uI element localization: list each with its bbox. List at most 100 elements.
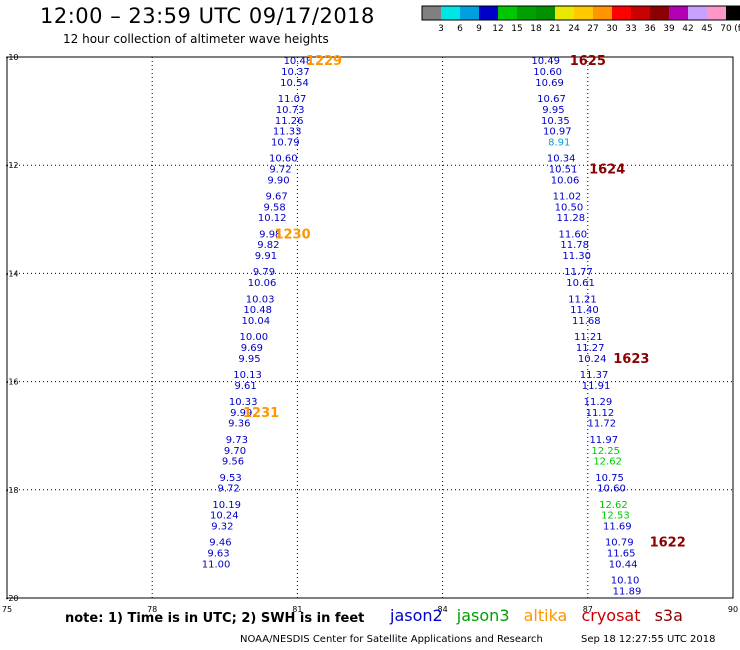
- footer-note: note: 1) Time is in UTC; 2) SWH is in fe…: [65, 611, 365, 626]
- colorbar-swatch: [536, 6, 555, 20]
- wave-height-label: 10.06: [551, 175, 580, 186]
- wave-height-label: 10.33: [229, 397, 258, 408]
- wave-height-label: 11.72: [588, 419, 617, 430]
- colorbar-unit: (ft): [734, 24, 740, 34]
- wave-height-label: 10.44: [609, 559, 638, 570]
- pass-time-label: 1623: [613, 352, 649, 367]
- wave-height-label: 10.51: [549, 164, 578, 175]
- wave-height-label: 11.21: [568, 294, 597, 305]
- wave-height-label: 9.61: [234, 381, 256, 392]
- colorbar-swatch: [498, 6, 517, 20]
- wave-height-label: 8.91: [548, 137, 570, 148]
- wave-height-label: 10.79: [605, 538, 634, 549]
- wave-height-label: 12.53: [601, 511, 630, 522]
- x-tick-label: 87: [583, 605, 593, 614]
- wave-height-label: 11.29: [584, 397, 613, 408]
- wave-height-label: 9.36: [228, 419, 250, 430]
- footer-timestamp: Sep 18 12:27:55 UTC 2018: [581, 634, 716, 645]
- y-tick-label: -10: [5, 53, 18, 62]
- colorbar-label: 12: [492, 24, 503, 34]
- wave-height-label: 11.77: [564, 267, 593, 278]
- legend-item-altika: altika: [523, 606, 568, 625]
- wave-height-label: 9.72: [218, 484, 240, 495]
- legend-item-jason3: jason3: [456, 606, 510, 625]
- wave-height-label: 11.27: [576, 343, 605, 354]
- colorbar-swatch: [441, 6, 460, 20]
- wave-height-label: 11.28: [557, 213, 586, 224]
- wave-height-label: 10.13: [233, 370, 262, 381]
- colorbar-swatch: [555, 6, 574, 20]
- wave-height-label: 10.79: [271, 137, 300, 148]
- grid-lines: [7, 57, 733, 598]
- wave-height-label: 9.53: [219, 473, 241, 484]
- wave-height-label: 9.67: [265, 191, 287, 202]
- legend-item-cryosat: cryosat: [581, 606, 641, 625]
- wave-height-label: 11.33: [273, 127, 302, 138]
- wave-height-label: 11.89: [613, 586, 642, 597]
- wave-height-label: 10.24: [578, 354, 607, 365]
- colorbar-label: 18: [530, 24, 542, 34]
- wave-height-label: 10.03: [246, 294, 275, 305]
- wave-height-label: 10.19: [212, 500, 241, 511]
- colorbar-swatch: [517, 6, 536, 20]
- wave-height-label: 10.04: [241, 316, 270, 327]
- wave-height-label: 12.62: [599, 500, 628, 511]
- colorbar-label: 70: [720, 24, 732, 34]
- wave-height-label: 11.69: [603, 522, 632, 533]
- x-tick-label: 78: [147, 605, 157, 614]
- wave-height-label: 9.79: [253, 267, 275, 278]
- wave-height-label: 9.98: [259, 229, 281, 240]
- y-tick-label: -14: [5, 269, 18, 278]
- colorbar-swatch: [612, 6, 631, 20]
- satellite-legend: jason2 jason3 altika cryosat s3a: [390, 606, 692, 625]
- wave-height-label: 11.65: [607, 549, 636, 560]
- chart-subtitle: 12 hour collection of altimeter wave hei…: [63, 32, 329, 46]
- colorbar-label: 9: [476, 24, 482, 34]
- colorbar-label: 30: [606, 24, 618, 34]
- x-tick-label: 90: [728, 605, 738, 614]
- wave-height-label: 11.60: [558, 229, 587, 240]
- wave-height-label: 9.46: [209, 538, 231, 549]
- chart-title: 12:00 – 23:59 UTC 09/17/2018: [40, 4, 375, 28]
- axis-tick-labels: 75 78 81 84 87 90 -10 -12 -14 -16 -18 -20: [2, 53, 738, 614]
- wave-height-label: 12.62: [593, 457, 622, 468]
- colorbar-border: [421, 5, 740, 21]
- wave-height-label: 10.34: [547, 154, 576, 165]
- pass-time-label: 1622: [650, 536, 686, 551]
- wave-height-label: 10.12: [258, 213, 287, 224]
- wave-height-label: 11.30: [562, 251, 591, 262]
- wave-height-label: 10.75: [595, 473, 624, 484]
- wave-height-label: 9.32: [211, 522, 233, 533]
- wave-height-label: 10.54: [280, 78, 309, 89]
- colorbar-swatch: [479, 6, 498, 20]
- colorbar-label: 27: [587, 24, 598, 34]
- wave-height-label: 10.73: [276, 105, 305, 116]
- x-tick-label: 84: [438, 605, 448, 614]
- wave-height-label: 10.37: [281, 67, 310, 78]
- wave-height-label: 9.72: [269, 164, 291, 175]
- wave-height-label: 11.21: [574, 332, 603, 343]
- pass-time-annotations: 1229 1230 1231 1625 1624 1623 1622: [243, 54, 686, 550]
- wave-height-label: 10.49: [531, 56, 560, 67]
- wave-height-label: 11.78: [560, 240, 589, 251]
- wave-height-label: 9.63: [207, 549, 229, 560]
- wave-height-label: 11.37: [580, 370, 609, 381]
- colorbar-label: 39: [663, 24, 675, 34]
- pass-time-label: 1625: [570, 54, 606, 69]
- wave-height-label: 9.91: [255, 251, 277, 262]
- footer-credit: NOAA/NESDIS Center for Satellite Applica…: [240, 634, 543, 645]
- colorbar-swatch: [460, 6, 479, 20]
- wave-height-label: 9.56: [222, 457, 244, 468]
- pass-time-label: 1230: [274, 227, 310, 242]
- y-tick-label: -18: [5, 486, 18, 495]
- wave-height-label: 9.95: [542, 105, 564, 116]
- colorbar-label: 33: [625, 24, 636, 34]
- legend-item-s3a: s3a: [654, 606, 683, 625]
- plot-frame: [6, 56, 734, 599]
- wave-height-label: 10.97: [543, 127, 572, 138]
- colorbar-swatch: [688, 6, 707, 20]
- wave-height-label: 10.24: [210, 511, 239, 522]
- wave-height-label: 10.61: [566, 278, 595, 289]
